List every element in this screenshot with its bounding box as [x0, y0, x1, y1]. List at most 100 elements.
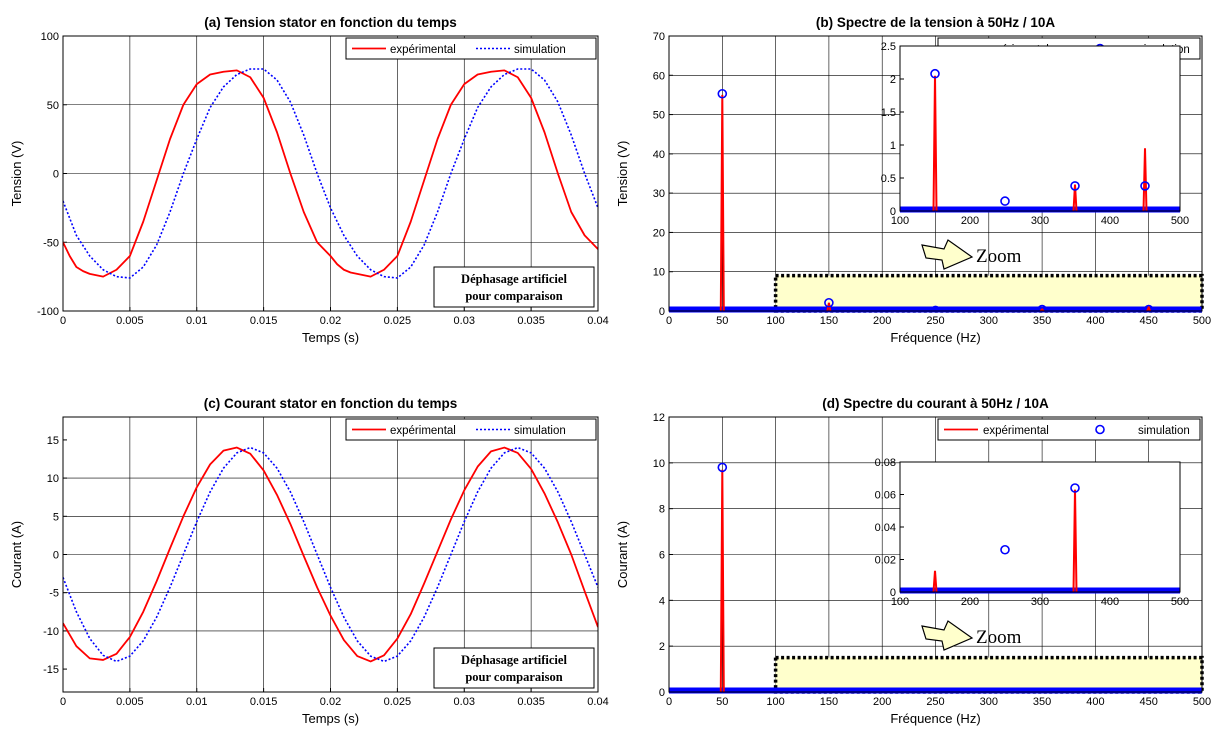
x-tick-label: 350: [1033, 696, 1051, 708]
legend-label-simulation: simulation: [514, 44, 566, 56]
x-tick-label: 200: [873, 696, 891, 708]
x-tick-label: 100: [766, 315, 784, 327]
x-tick-label: 0.015: [250, 315, 278, 327]
series-experimental: [932, 489, 1078, 592]
zoom-arrow-icon: [921, 239, 974, 270]
y-tick-label: 8: [659, 504, 665, 516]
stem-mark: [826, 302, 832, 311]
x-tick-label: 0.005: [116, 696, 144, 708]
x-tick-label: 500: [1171, 596, 1189, 608]
x-tick-label: 300: [980, 696, 998, 708]
y-tick-label: 0.5: [881, 173, 896, 185]
x-tick-label: 300: [1031, 596, 1049, 608]
x-tick-label: 150: [820, 315, 838, 327]
y-tick-label: 50: [653, 110, 665, 122]
y-tick-label: 50: [47, 100, 59, 112]
x-tick-label: 500: [1171, 215, 1189, 227]
axes-frame: [668, 35, 1203, 312]
y-tick-label: 100: [41, 31, 59, 43]
series-experimental: [719, 94, 1152, 311]
x-tick-label: 300: [1031, 215, 1049, 227]
legend-label-experimental: expérimental: [390, 44, 456, 56]
circle-mark: [717, 88, 728, 99]
y-tick-label: -50: [43, 237, 59, 249]
chart-b: (b) Spectre de la tension à 50Hz / 10A 0 5…: [615, 15, 1211, 345]
x-axis-label: Temps (s): [302, 330, 359, 345]
stem-mark: [1072, 184, 1078, 211]
x-tick-label: 400: [1086, 696, 1104, 708]
series-experimental: [63, 446, 598, 663]
y-tick-label: 12: [653, 412, 665, 424]
circle-mark: [930, 305, 941, 311]
y-tick-label: 20: [653, 227, 665, 239]
x-tick-label: 350: [1033, 315, 1051, 327]
inset: 100 200 300 400 500 0 0.02 0.04 0.06 0.08: [875, 457, 1190, 608]
y-axis-label: Courant (A): [615, 521, 630, 588]
x-tick-label: 100: [891, 596, 909, 608]
circle-mark: [930, 68, 940, 79]
x-tick-label: 0: [60, 315, 66, 327]
x-tick-label: 0.005: [116, 315, 144, 327]
inset-background: [900, 46, 1180, 211]
x-tick-label: 0.035: [517, 696, 545, 708]
x-tick-label: 0.025: [384, 315, 412, 327]
x-tick-label: 500: [1193, 696, 1211, 708]
legend-swatch-simulation: [1095, 424, 1105, 435]
series-experimental: [719, 469, 725, 692]
y-tick-label: 0: [659, 306, 665, 318]
y-tick-label: -100: [37, 306, 59, 318]
y-tick-label: 0.02: [875, 555, 896, 567]
noise-floor: [669, 306, 1202, 313]
y-tick-label: 0.06: [875, 490, 896, 502]
y-tick-label: 70: [653, 31, 665, 43]
chart-a: (a) Tension stator en fonction du temps 0…: [9, 15, 609, 345]
axes-frame: [62, 416, 599, 693]
zoom-arrow-icon: [921, 620, 974, 651]
x-tick-label: 250: [926, 696, 944, 708]
y-axis-label: Tension (V): [9, 141, 24, 207]
annotation-line-1: Déphasage artificiel: [461, 653, 567, 667]
stem-mark: [719, 94, 725, 311]
chart-title: (a) Tension stator en fonction du temps: [204, 15, 457, 30]
y-tick-label: 6: [659, 550, 665, 562]
annotation-line-2: pour comparaison: [465, 289, 562, 303]
x-tick-label: 0.04: [587, 696, 608, 708]
x-axis-label: Fréquence (Hz): [890, 711, 980, 726]
y-tick-label: -10: [43, 626, 59, 638]
y-tick-label: 0: [659, 687, 665, 699]
circle-mark: [1140, 181, 1150, 191]
inset-frame: [899, 45, 1181, 212]
x-tick-label: 50: [716, 315, 728, 327]
x-tick-label: 0.01: [186, 315, 207, 327]
noise-floor: [900, 587, 1180, 594]
stem-mark: [1039, 307, 1045, 311]
chart-c: (c) Courant stator en fonction du temps 0…: [9, 396, 609, 726]
x-tick-label: 0.02: [320, 315, 341, 327]
stem-mark: [1072, 489, 1078, 592]
annotation-line-1: Déphasage artificiel: [461, 272, 567, 286]
circle-mark: [1143, 304, 1154, 311]
x-tick-label: 100: [891, 215, 909, 227]
x-tick-label: 0: [60, 696, 66, 708]
series-experimental: [63, 69, 598, 278]
chart-title: (b) Spectre de la tension à 50Hz / 10A: [816, 15, 1056, 30]
series-simulation: [717, 462, 728, 473]
x-tick-label: 300: [980, 315, 998, 327]
circle-mark: [1037, 304, 1047, 311]
x-tick-label: 200: [873, 315, 891, 327]
y-tick-label: 10: [47, 473, 59, 485]
zoom-callout: Zoom: [921, 239, 1022, 270]
x-tick-label: 0.03: [454, 696, 475, 708]
y-tick-label: 0: [53, 550, 59, 562]
y-tick-label: -5: [49, 588, 59, 600]
inset-frame: [899, 461, 1181, 593]
y-tick-label: 0.04: [875, 522, 896, 534]
x-tick-label: 0.04: [587, 315, 608, 327]
y-tick-label: 1.5: [881, 107, 896, 119]
legend-box: [345, 37, 597, 60]
x-tick-label: 0.015: [250, 696, 278, 708]
x-tick-label: 250: [926, 315, 944, 327]
series-simulation: [717, 88, 1154, 311]
noise-floor: [669, 687, 1202, 694]
y-tick-label: 0: [890, 587, 896, 599]
